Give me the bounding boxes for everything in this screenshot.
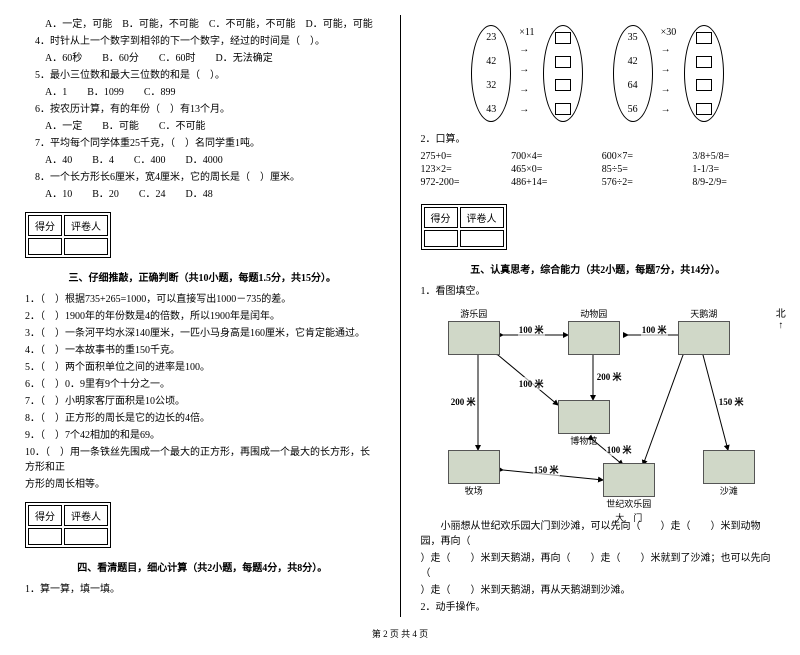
dist: 100 米 xyxy=(606,443,633,456)
section4-title: 四、看清题目，细心计算（共2小题，每题4分，共8分）。 xyxy=(25,559,380,574)
node-zoo: 动物园 xyxy=(568,307,620,355)
map-q2: 2．动手操作。 xyxy=(421,600,776,615)
calc-cell: 1-1/3= xyxy=(692,164,775,175)
map-para1: 小丽想从世纪欢乐园大门到沙滩，可以先向（ ）走（ ）米到动物园，再向（ xyxy=(421,519,776,549)
calc-q1: 1．算一算，填一填。 xyxy=(25,582,380,597)
dist: 100 米 xyxy=(641,323,668,336)
judge-6: 6．（ ）0．9里有9个十分之一。 xyxy=(25,377,380,392)
q7: 7．平均每个同学体重25千克，（ ）名同学重1吨。 xyxy=(25,136,380,151)
q8: 8．一个长方形长6厘米，宽4厘米，它的周长是（ ）厘米。 xyxy=(25,170,380,185)
column-divider xyxy=(400,15,401,617)
q7-options: A．40 B．4 C．400 D．4000 xyxy=(25,153,380,168)
score-label: 得分 xyxy=(28,215,62,236)
grader-label: 评卷人 xyxy=(64,505,108,526)
calc-cell: 123×2= xyxy=(421,164,504,175)
dist: 200 米 xyxy=(450,395,477,408)
section5-title: 五、认真思考，综合能力（共2小题，每题7分，共14分）。 xyxy=(421,261,776,276)
judge-2: 2．（ ）1900年的年份数是4的倍数，所以1900年是闰年。 xyxy=(25,309,380,324)
oval-num: 32 xyxy=(486,80,496,91)
oval-num: 23 xyxy=(486,32,496,43)
mult-label-2: ×30 xyxy=(661,27,677,38)
map-para2: ）走（ ）米到天鹅湖，再向（ ）走（ ）米就到了沙滩；也可以先向（ xyxy=(421,551,776,581)
oval-num: 64 xyxy=(628,80,638,91)
grader-label: 评卷人 xyxy=(64,215,108,236)
dist: 100 米 xyxy=(518,323,545,336)
oval-left-1: 23 42 32 43 xyxy=(471,25,511,122)
judge-10a: 10．（ ）用一条铁丝先围成一个最大的正方形，再围成一个最大的长方形，长方形和正 xyxy=(25,445,380,475)
oval-num: 35 xyxy=(628,32,638,43)
score-label: 得分 xyxy=(424,207,458,228)
score-label: 得分 xyxy=(28,505,62,526)
node-beach: 沙滩 xyxy=(703,450,755,498)
judge-9: 9．（ ）7个42相加的和是69。 xyxy=(25,428,380,443)
calc-cell: 465×0= xyxy=(511,164,594,175)
calc-q2: 2．口算。 xyxy=(421,132,776,147)
judge-7: 7．（ ）小明家客厅面积是10公顷。 xyxy=(25,394,380,409)
dist: 200 米 xyxy=(596,370,623,383)
calc-cell: 486+14= xyxy=(511,177,594,188)
judge-5: 5．（ ）两个面积单位之间的进率是100。 xyxy=(25,360,380,375)
judge-10b: 方形的周长相等。 xyxy=(25,477,380,492)
oval-diagram: 23 42 32 43 ×11 →→→→ 35 42 64 5 xyxy=(421,25,776,122)
score-box-4: 得分 评卷人 xyxy=(25,502,111,548)
oval-num: 42 xyxy=(486,56,496,67)
judge-8: 8．（ ）正方形的周长是它的边长的4倍。 xyxy=(25,411,380,426)
score-box-3: 得分 评卷人 xyxy=(25,212,111,258)
map-para3: ）走（ ）米到天鹅湖，再从天鹅湖到沙滩。 xyxy=(421,583,776,598)
calc-cell: 275+0= xyxy=(421,151,504,162)
oval-right-1 xyxy=(543,25,583,122)
judge-3: 3．（ ）一条河平均水深140厘米，一匹小马身高是160厘米，它肯定能通过。 xyxy=(25,326,380,341)
page-footer: 第 2 页 共 4 页 xyxy=(25,627,775,640)
node-museum: 博物馆 xyxy=(558,400,610,448)
judge-4: 4．（ ）一本故事书的重150千克。 xyxy=(25,343,380,358)
calc-cell: 8/9-2/9= xyxy=(692,177,775,188)
section3-title: 三、仔细推敲，正确判断（共10小题，每题1.5分，共15分）。 xyxy=(25,269,380,284)
q4: 4．时针从上一个数字到相邻的下一个数字，经过的时间是（ ）。 xyxy=(25,34,380,49)
grader-label: 评卷人 xyxy=(460,207,504,228)
dist: 150 米 xyxy=(718,395,745,408)
calc-cell: 972-200= xyxy=(421,177,504,188)
calc-cell: 3/8+5/8= xyxy=(692,151,775,162)
calc-grid: 275+0= 700×4= 600×7= 3/8+5/8= 123×2= 465… xyxy=(421,151,776,188)
node-farm: 牧场 xyxy=(448,450,500,498)
oval-num: 42 xyxy=(628,56,638,67)
map-q1: 1．看图填空。 xyxy=(421,284,776,299)
oval-right-2 xyxy=(684,25,724,122)
q6-options: A．一定 B．可能 C．不可能 xyxy=(25,119,380,134)
q5: 5．最小三位数和最大三位数的和是（ ）。 xyxy=(25,68,380,83)
q4-options: A．60秒 B．60分 C．60时 D．无法确定 xyxy=(25,51,380,66)
judge-1: 1．（ ）根据735+265=1000，可以直接写出1000－735的差。 xyxy=(25,292,380,307)
oval-num: 56 xyxy=(628,104,638,115)
q8-options: A．10 B．20 C．24 D．48 xyxy=(25,187,380,202)
map-diagram: 北 ↑ 游乐园 xyxy=(428,305,768,515)
calc-cell: 576÷2= xyxy=(602,177,685,188)
calc-cell: 700×4= xyxy=(511,151,594,162)
node-swan: 天鹅湖 xyxy=(678,307,730,355)
north-indicator: 北 ↑ xyxy=(776,305,786,331)
calc-cell: 85÷5= xyxy=(602,164,685,175)
q5-options: A．1 B．1099 C．899 xyxy=(25,85,380,100)
dist: 150 米 xyxy=(533,463,560,476)
arrows: →→→→ xyxy=(661,44,677,115)
dist: 100 米 xyxy=(518,377,545,390)
mult-label-1: ×11 xyxy=(519,27,534,38)
oval-left-2: 35 42 64 56 xyxy=(613,25,653,122)
arrows: →→→→ xyxy=(519,44,534,115)
q3-options: A．一定，可能 B．可能，不可能 C．不可能，不可能 D．可能，可能 xyxy=(25,17,380,32)
calc-cell: 600×7= xyxy=(602,151,685,162)
q6: 6．按农历计算，有的年份（ ）有13个月。 xyxy=(25,102,380,117)
score-box-5: 得分 评卷人 xyxy=(421,204,507,250)
oval-num: 43 xyxy=(486,104,496,115)
node-gate: 世纪欢乐园 大 门 xyxy=(603,463,655,525)
node-amuse: 游乐园 xyxy=(448,307,500,355)
